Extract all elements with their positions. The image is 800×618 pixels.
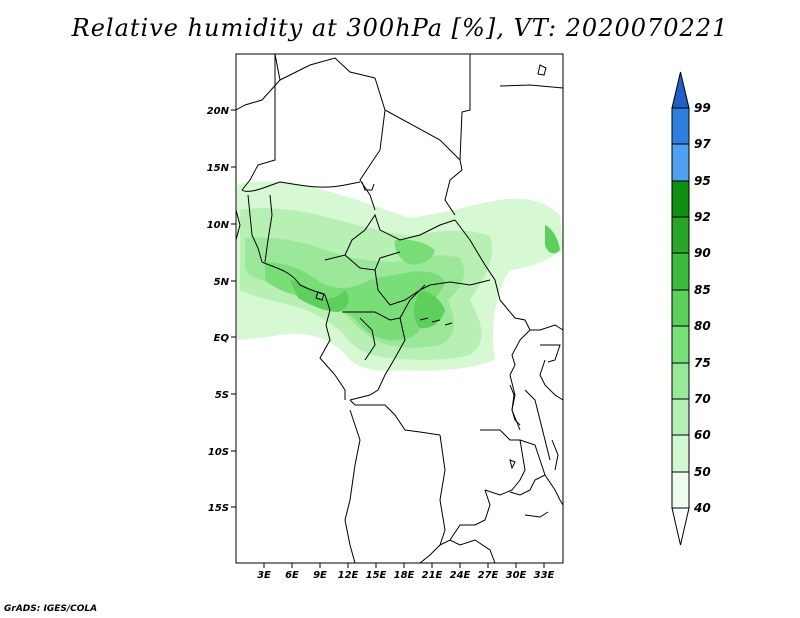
colorbar-label: 85 [694,283,711,297]
credit-text: GrADS: IGES/COLA [4,604,98,614]
lon-tick-marks [263,563,545,568]
colorbar-label: 97 [694,137,711,151]
humidity-shading [237,181,563,371]
lon-label: 24E [450,570,471,581]
lakes [315,64,547,470]
colorbar-cap-bottom [671,507,690,546]
lat-label: 5S [215,390,229,401]
lat-label: 10S [208,447,229,458]
lat-label: 10N [207,220,230,231]
colorbar-label: 90 [694,246,711,260]
map-title: Relative humidity at 300hPa [%], VT: 202… [71,14,729,42]
colorbar-segment [671,143,690,182]
colorbar-segment [671,434,690,473]
lon-label: 12E [338,570,359,581]
colorbar-segment [671,289,690,327]
colorbar-segment [671,180,690,218]
colorbar-cap-top [671,71,690,109]
lon-label: 27E [478,570,499,581]
colorbar-segment [671,398,690,436]
colorbar-label: 40 [693,501,711,515]
colorbar-label: 70 [694,392,711,406]
colorbar-label: 50 [694,465,711,479]
lat-label: 15S [208,503,229,514]
lon-label: 18E [394,570,415,581]
lat-label: EQ [214,333,230,344]
lat-label: 5N [214,277,230,288]
lon-label: 9E [313,570,327,581]
lat-labels: 20N 15N 10N 5N EQ 5S 10S 15S [207,106,230,514]
colorbar-label: 92 [694,210,711,224]
lon-label: 6E [285,570,299,581]
colorbar-label: 75 [694,356,711,370]
lat-label: 20N [207,106,230,117]
lon-label: 3E [257,570,271,581]
lon-label: 15E [366,570,387,581]
lat-label: 15N [207,163,230,174]
colorbar-segment [671,216,690,254]
colorbar-label: 80 [694,319,711,333]
map-frame [235,53,564,564]
colorbar-segment [671,362,690,400]
colorbar-segment [671,107,690,145]
colorbar-segment [671,252,690,291]
colorbar: 99 97 95 92 90 85 80 75 70 60 50 40 [671,71,711,546]
colorbar-label: 60 [694,428,711,442]
lon-labels: 3E 6E 9E 12E 15E 18E 21E 24E 27E 30E 33E [257,570,554,581]
colorbar-label: 99 [694,101,711,115]
colorbar-segment [671,325,690,364]
lon-label: 21E [422,570,443,581]
colorbar-label: 95 [694,174,711,188]
lon-label: 33E [534,570,555,581]
lat-tick-marks [231,109,236,508]
colorbar-segment [671,471,690,509]
lon-label: 30E [506,570,527,581]
